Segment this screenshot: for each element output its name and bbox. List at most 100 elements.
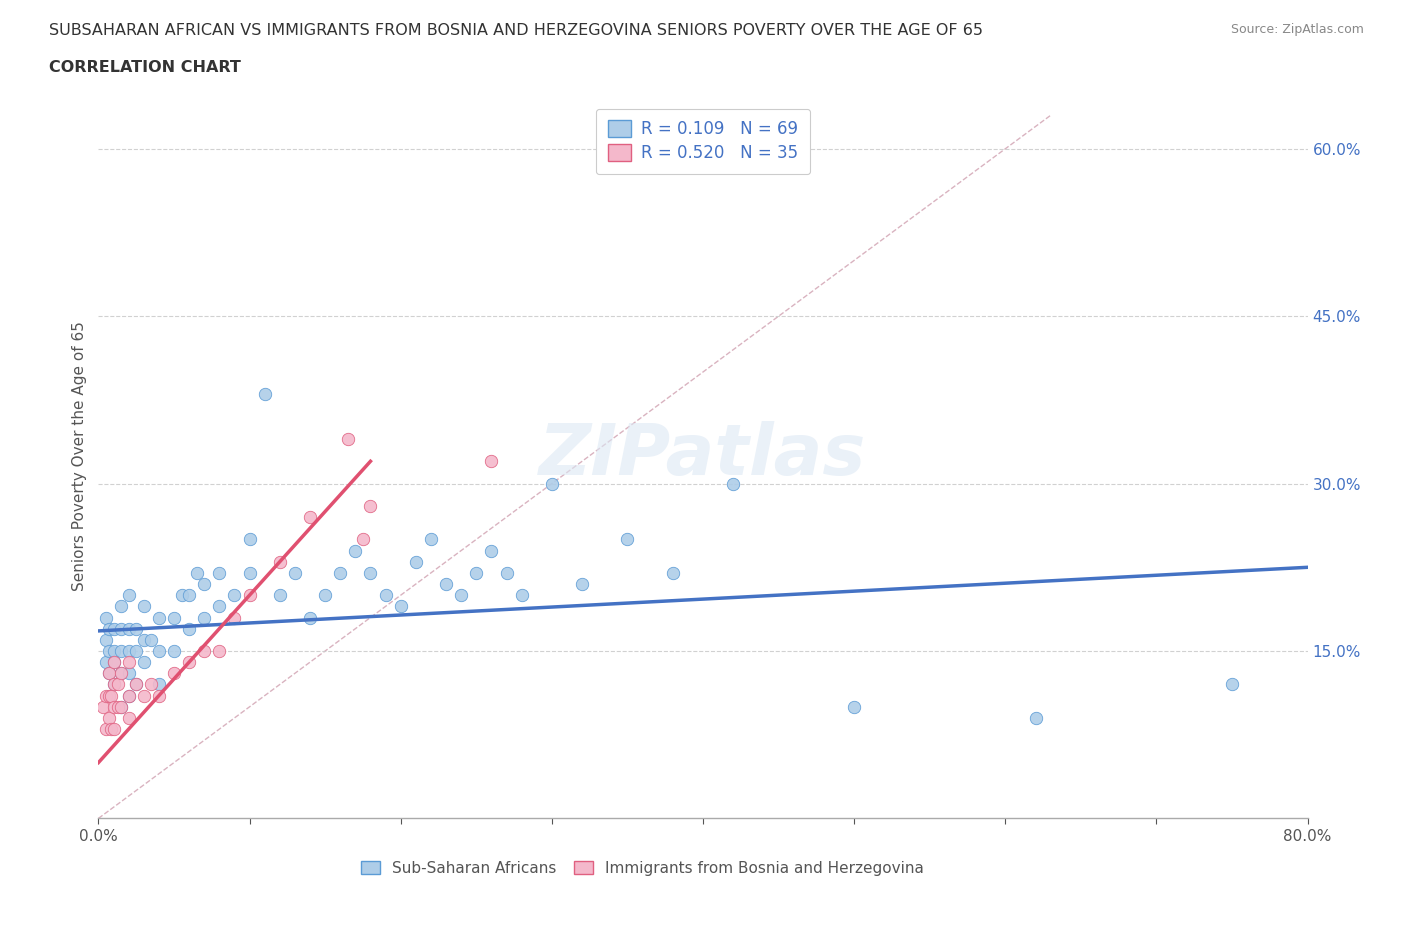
Point [118,621,141,636]
Point [186,565,208,580]
Point [239,532,262,547]
Point [239,588,262,603]
Point [103,655,125,670]
Point [481,454,503,469]
Point [141,632,163,647]
Point [110,699,132,714]
Point [253,387,276,402]
Text: Source: ZipAtlas.com: Source: ZipAtlas.com [1230,23,1364,36]
Text: CORRELATION CHART: CORRELATION CHART [49,60,240,75]
Point [495,565,517,580]
Point [94,632,117,647]
Point [540,476,562,491]
Point [844,699,866,714]
Point [132,599,155,614]
Point [170,588,193,603]
Point [329,565,352,580]
Point [434,577,457,591]
Point [110,599,132,614]
Point [98,666,121,681]
Point [98,666,121,681]
Point [94,688,117,703]
Point [179,655,201,670]
Y-axis label: Seniors Poverty Over the Age of 65: Seniors Poverty Over the Age of 65 [72,321,87,591]
Point [94,722,117,737]
Point [107,677,129,692]
Point [299,510,322,525]
Point [284,565,307,580]
Point [103,722,125,737]
Point [148,644,170,658]
Point [352,532,374,547]
Point [571,577,593,591]
Point [179,621,201,636]
Point [179,588,201,603]
Point [360,498,382,513]
Point [148,677,170,692]
Point [125,677,148,692]
Point [481,543,503,558]
Point [132,655,155,670]
Point [91,699,114,714]
Point [107,699,129,714]
Point [118,711,141,725]
Point [118,688,141,703]
Point [616,532,638,547]
Point [118,666,141,681]
Point [1220,677,1243,692]
Point [163,610,186,625]
Point [132,688,155,703]
Point [193,610,215,625]
Point [336,432,359,446]
Point [661,565,683,580]
Point [98,711,121,725]
Point [208,599,231,614]
Point [208,644,231,658]
Point [103,677,125,692]
Point [269,588,291,603]
Point [193,644,215,658]
Point [125,621,148,636]
Point [100,722,122,737]
Point [100,688,122,703]
Point [110,621,132,636]
Point [163,644,186,658]
Point [269,554,291,569]
Point [103,644,125,658]
Point [389,599,412,614]
Point [141,677,163,692]
Point [125,677,148,692]
Point [132,632,155,647]
Point [94,655,117,670]
Point [405,554,427,569]
Point [224,588,246,603]
Point [110,644,132,658]
Point [510,588,533,603]
Text: ZIPatlas: ZIPatlas [540,421,866,490]
Text: SUBSAHARAN AFRICAN VS IMMIGRANTS FROM BOSNIA AND HERZEGOVINA SENIORS POVERTY OVE: SUBSAHARAN AFRICAN VS IMMIGRANTS FROM BO… [49,23,983,38]
Point [374,588,396,603]
Point [314,588,336,603]
Point [360,565,382,580]
Point [98,688,121,703]
Point [98,644,121,658]
Point [148,688,170,703]
Point [118,588,141,603]
Point [110,666,132,681]
Legend: Sub-Saharan Africans, Immigrants from Bosnia and Herzegovina: Sub-Saharan Africans, Immigrants from Bo… [353,853,932,884]
Point [193,577,215,591]
Point [103,655,125,670]
Point [420,532,443,547]
Point [103,699,125,714]
Point [125,644,148,658]
Point [94,610,117,625]
Point [723,476,745,491]
Point [118,688,141,703]
Point [118,644,141,658]
Point [344,543,367,558]
Point [148,610,170,625]
Point [465,565,488,580]
Point [103,677,125,692]
Point [118,655,141,670]
Point [163,666,186,681]
